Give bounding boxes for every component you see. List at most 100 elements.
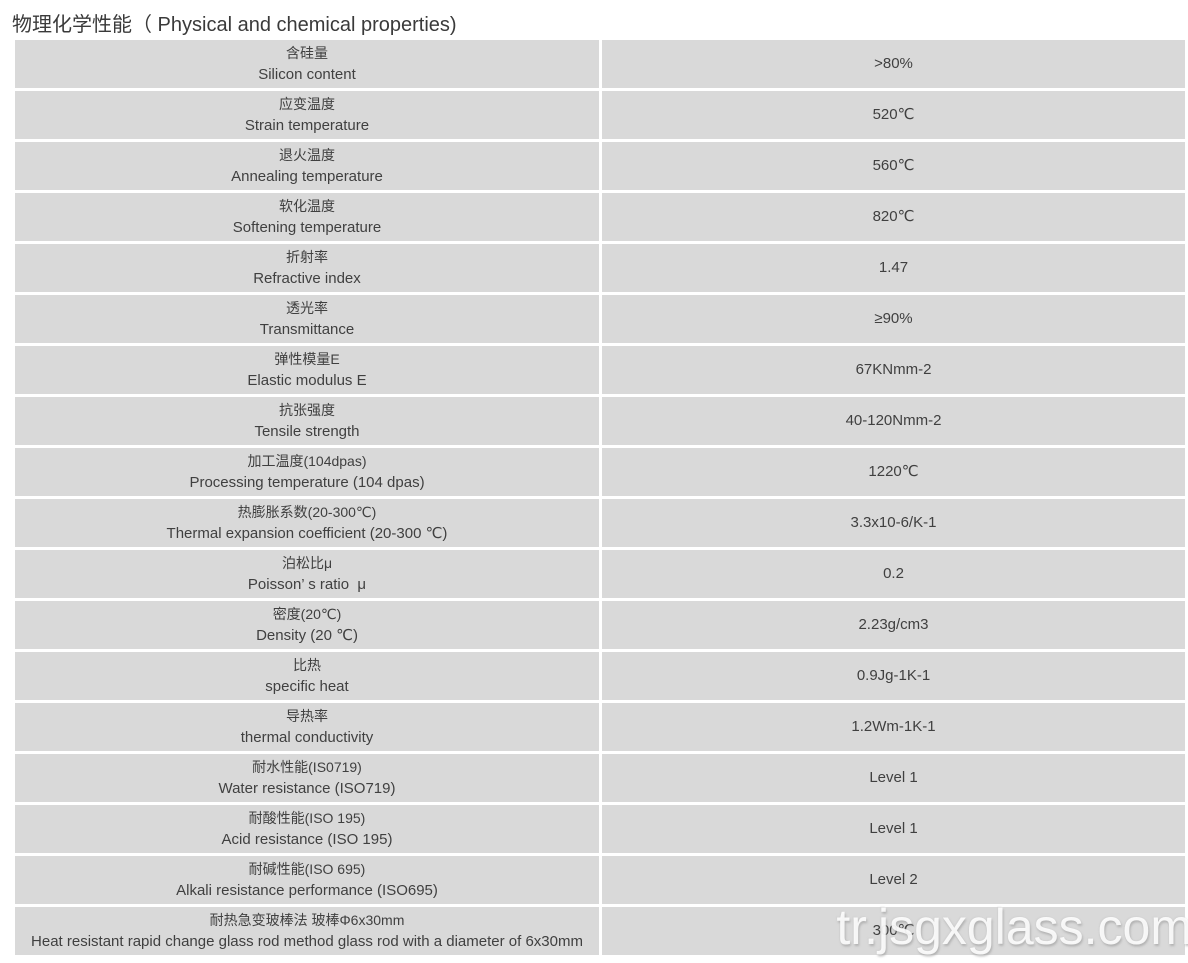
property-value: 1.47 xyxy=(878,259,909,276)
property-name-zh: 含硅量 xyxy=(286,45,328,61)
property-name-cell: 退火温度 Annealing temperature xyxy=(15,142,599,190)
property-value-cell: 67KNmm-2 xyxy=(602,346,1185,394)
table-row: 密度(20℃) Density (20 ℃) 2.23g/cm3 xyxy=(15,601,1185,649)
table-row: 耐碱性能(ISO 695) Alkali resistance performa… xyxy=(15,856,1185,904)
property-value-cell: 0.9Jg-1K-1 xyxy=(602,652,1185,700)
table-row: 耐酸性能(ISO 195) Acid resistance (ISO 195) … xyxy=(15,805,1185,853)
property-name-cell: 耐热急变玻棒法 玻棒Φ6x30mm Heat resistant rapid c… xyxy=(15,907,599,955)
property-value-cell: ≥90% xyxy=(602,295,1185,343)
property-value-cell: 520℃ xyxy=(602,91,1185,139)
property-name-en: Poisson’ s ratio μ xyxy=(247,576,367,593)
property-name-zh: 耐碱性能(ISO 695) xyxy=(248,861,366,877)
table-row: 透光率 Transmittance ≥90% xyxy=(15,295,1185,343)
property-name-en: specific heat xyxy=(265,678,349,695)
property-name-zh: 折射率 xyxy=(286,249,328,265)
property-name-cell: 耐酸性能(ISO 195) Acid resistance (ISO 195) xyxy=(15,805,599,853)
property-name-zh: 软化温度 xyxy=(279,198,335,214)
property-name-en: Acid resistance (ISO 195) xyxy=(221,831,393,848)
table-row: 耐水性能(IS0719) Water resistance (ISO719) L… xyxy=(15,754,1185,802)
property-name-zh: 退火温度 xyxy=(279,147,335,163)
property-name-cell: 耐碱性能(ISO 695) Alkali resistance performa… xyxy=(15,856,599,904)
table-row: 抗张强度 Tensile strength 40-120Nmm-2 xyxy=(15,397,1185,445)
property-value: Level 1 xyxy=(869,769,918,786)
property-value: 1.2Wm-1K-1 xyxy=(851,718,936,735)
property-value: 40-120Nmm-2 xyxy=(845,412,942,429)
property-name-zh: 热膨胀系数(20-300℃) xyxy=(237,504,377,520)
property-value-cell: 300℃ xyxy=(602,907,1185,955)
property-value-cell: >80% xyxy=(602,40,1185,88)
table-row: 退火温度 Annealing temperature 560℃ xyxy=(15,142,1185,190)
property-value: Level 1 xyxy=(869,820,918,837)
property-name-en: Alkali resistance performance (ISO695) xyxy=(176,882,438,899)
property-value: 67KNmm-2 xyxy=(855,361,932,378)
property-value: 3.3x10-6/K-1 xyxy=(850,514,937,531)
property-name-zh: 耐水性能(IS0719) xyxy=(252,759,362,775)
property-name-cell: 加工温度(104dpas) Processing temperature (10… xyxy=(15,448,599,496)
property-name-zh: 加工温度(104dpas) xyxy=(247,453,367,469)
property-value: Level 2 xyxy=(869,871,918,888)
property-name-cell: 软化温度 Softening temperature xyxy=(15,193,599,241)
table-row: 加工温度(104dpas) Processing temperature (10… xyxy=(15,448,1185,496)
property-value-cell: 1.2Wm-1K-1 xyxy=(602,703,1185,751)
property-name-en: Softening temperature xyxy=(232,219,382,236)
property-name-en: Annealing temperature xyxy=(231,168,383,185)
property-value-cell: 2.23g/cm3 xyxy=(602,601,1185,649)
property-name-zh: 耐酸性能(ISO 195) xyxy=(248,810,366,826)
property-name-en: Processing temperature (104 dpas) xyxy=(189,474,425,491)
property-name-zh: 耐热急变玻棒法 玻棒Φ6x30mm xyxy=(209,912,405,928)
property-value: 0.2 xyxy=(883,565,904,582)
property-name-cell: 应变温度 Strain temperature xyxy=(15,91,599,139)
property-name-cell: 折射率 Refractive index xyxy=(15,244,599,292)
table-row: 含硅量 Silicon content >80% xyxy=(15,40,1185,88)
property-name-en: Refractive index xyxy=(253,270,361,287)
property-value-cell: 0.2 xyxy=(602,550,1185,598)
property-value-cell: 3.3x10-6/K-1 xyxy=(602,499,1185,547)
property-value: >80% xyxy=(874,55,913,72)
table-row: 热膨胀系数(20-300℃) Thermal expansion coeffic… xyxy=(15,499,1185,547)
property-value-cell: 1220℃ xyxy=(602,448,1185,496)
property-name-en: Silicon content xyxy=(258,66,356,83)
property-name-en: thermal conductivity xyxy=(240,729,374,746)
property-name-cell: 弹性模量E Elastic modulus E xyxy=(15,346,599,394)
property-name-en: Elastic modulus E xyxy=(247,372,367,389)
property-name-zh: 导热率 xyxy=(286,708,328,724)
table-row: 导热率 thermal conductivity 1.2Wm-1K-1 xyxy=(15,703,1185,751)
property-name-en: Heat resistant rapid change glass rod me… xyxy=(31,933,583,950)
property-name-en: Transmittance xyxy=(259,321,355,338)
property-name-zh: 泊松比μ xyxy=(281,555,333,571)
property-name-en: Strain temperature xyxy=(244,117,370,134)
property-name-cell: 比热 specific heat xyxy=(15,652,599,700)
property-name-cell: 含硅量 Silicon content xyxy=(15,40,599,88)
property-name-cell: 泊松比μ Poisson’ s ratio μ xyxy=(15,550,599,598)
property-name-en: Water resistance (ISO719) xyxy=(218,780,396,797)
property-name-zh: 弹性模量E xyxy=(274,351,340,367)
property-name-en: Tensile strength xyxy=(254,423,360,440)
property-value-cell: 40-120Nmm-2 xyxy=(602,397,1185,445)
property-value-cell: Level 2 xyxy=(602,856,1185,904)
property-name-cell: 密度(20℃) Density (20 ℃) xyxy=(15,601,599,649)
property-value-cell: 560℃ xyxy=(602,142,1185,190)
property-name-en: Density (20 ℃) xyxy=(256,627,358,644)
table-row: 耐热急变玻棒法 玻棒Φ6x30mm Heat resistant rapid c… xyxy=(15,907,1185,955)
table-row: 弹性模量E Elastic modulus E 67KNmm-2 xyxy=(15,346,1185,394)
table-row: 泊松比μ Poisson’ s ratio μ 0.2 xyxy=(15,550,1185,598)
property-value: 820℃ xyxy=(872,208,915,225)
property-value: 1220℃ xyxy=(868,463,919,480)
property-name-cell: 抗张强度 Tensile strength xyxy=(15,397,599,445)
table-row: 应变温度 Strain temperature 520℃ xyxy=(15,91,1185,139)
properties-table: 含硅量 Silicon content >80% 应变温度 Strain tem… xyxy=(15,40,1185,955)
property-name-zh: 透光率 xyxy=(286,300,328,316)
property-name-zh: 比热 xyxy=(293,657,321,673)
property-name-cell: 耐水性能(IS0719) Water resistance (ISO719) xyxy=(15,754,599,802)
property-value: 0.9Jg-1K-1 xyxy=(856,667,931,684)
property-value-cell: 1.47 xyxy=(602,244,1185,292)
property-name-cell: 导热率 thermal conductivity xyxy=(15,703,599,751)
page-title: 物理化学性能（ Physical and chemical properties… xyxy=(12,14,457,36)
property-value: 560℃ xyxy=(872,157,915,174)
property-name-cell: 热膨胀系数(20-300℃) Thermal expansion coeffic… xyxy=(15,499,599,547)
property-name-zh: 密度(20℃) xyxy=(272,606,342,622)
property-value-cell: Level 1 xyxy=(602,805,1185,853)
table-row: 折射率 Refractive index 1.47 xyxy=(15,244,1185,292)
property-name-en: Thermal expansion coefficient (20-300 ℃) xyxy=(166,525,448,542)
property-value-cell: 820℃ xyxy=(602,193,1185,241)
